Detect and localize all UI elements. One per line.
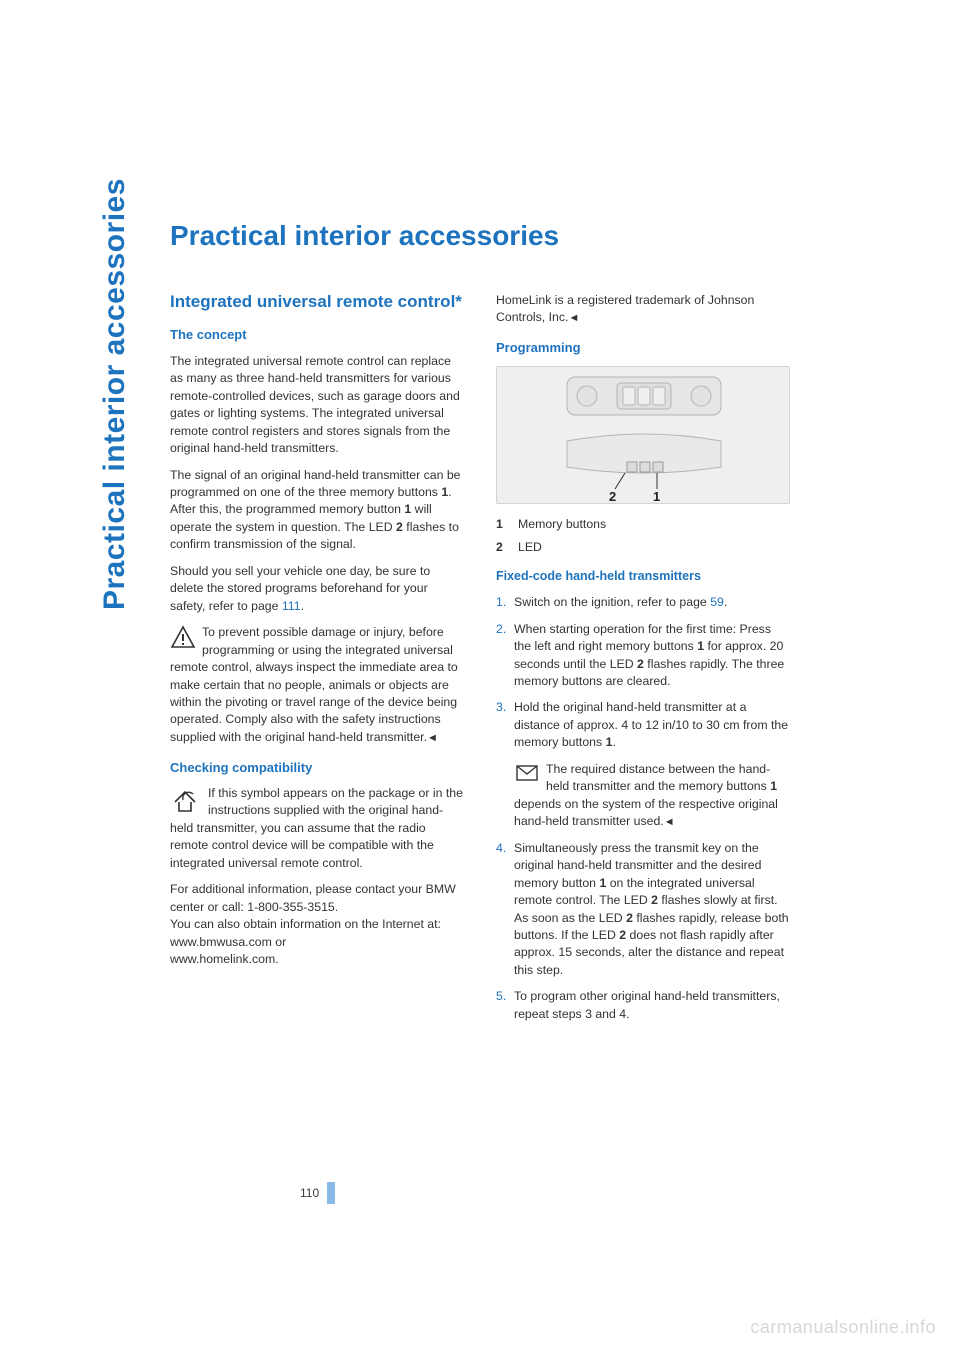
page-number: 110 — [300, 1182, 335, 1204]
legend-text-2: LED — [518, 539, 542, 556]
step-number: 1. — [496, 594, 514, 611]
legend-row-2: 2 LED — [496, 539, 790, 556]
page-number-bar — [327, 1182, 335, 1204]
step-1: 1. Switch on the ignition, refer to page… — [496, 594, 790, 611]
steps-list: 1. Switch on the ignition, refer to page… — [496, 594, 790, 752]
page-title: Practical interior accessories — [170, 220, 790, 252]
trademark-paragraph: HomeLink is a registered trademark of Jo… — [496, 292, 790, 327]
page-content: Practical interior accessories Integrate… — [170, 220, 790, 1032]
right-column: HomeLink is a registered trademark of Jo… — [496, 292, 790, 1032]
steps-list-2: 4. Simultaneously press the transmit key… — [496, 840, 790, 1024]
step-3: 3. Hold the original hand-held transmitt… — [496, 699, 790, 751]
subheading-programming: Programming — [496, 339, 790, 357]
concept-paragraph-1: The integrated universal remote control … — [170, 353, 464, 458]
subheading-concept: The concept — [170, 326, 464, 344]
two-column-layout: Integrated universal remote control* The… — [170, 292, 790, 1032]
step-number: 4. — [496, 840, 514, 980]
diagram-label-2: 2 — [609, 489, 616, 504]
side-section-title: Practical interior accessories — [98, 178, 132, 610]
step-text: When starting operation for the first ti… — [514, 621, 790, 691]
warning-paragraph: To prevent possible damage or injury, be… — [170, 624, 464, 746]
legend-num-2: 2 — [496, 539, 518, 556]
note-text: The required distance between the hand-h… — [514, 762, 778, 828]
additional-info-paragraph: For additional information, please conta… — [170, 881, 464, 968]
subheading-compatibility: Checking compatibility — [170, 759, 464, 777]
section-heading-remote: Integrated universal remote control* — [170, 292, 464, 312]
step-text: Simultaneously press the transmit key on… — [514, 840, 790, 980]
concept-paragraph-3: Should you sell your vehicle one day, be… — [170, 563, 464, 615]
legend-num-1: 1 — [496, 516, 518, 533]
watermark: carmanualsonline.info — [750, 1317, 936, 1338]
note-icon — [514, 762, 540, 786]
legend-text-1: Memory buttons — [518, 516, 606, 533]
legend-row-1: 1 Memory buttons — [496, 516, 790, 533]
step-number: 3. — [496, 699, 514, 751]
step-text: Hold the original hand-held transmitter … — [514, 699, 790, 751]
step-text: Switch on the ignition, refer to page 59… — [514, 594, 790, 611]
step-5: 5. To program other original hand-held t… — [496, 988, 790, 1023]
programming-diagram: 2 1 — [496, 366, 790, 504]
concept-paragraph-2: The signal of an original hand-held tran… — [170, 467, 464, 554]
note-block: The required distance between the hand-h… — [496, 761, 790, 831]
step-number: 5. — [496, 988, 514, 1023]
diagram-label-1: 1 — [653, 489, 660, 504]
subheading-fixed-code: Fixed-code hand-held transmitters — [496, 568, 790, 586]
warning-icon — [170, 625, 196, 649]
step-number: 2. — [496, 621, 514, 691]
left-column: Integrated universal remote control* The… — [170, 292, 464, 1032]
step-2: 2. When starting operation for the first… — [496, 621, 790, 691]
compatibility-paragraph: If this symbol appears on the package or… — [170, 785, 464, 872]
homelink-icon — [170, 786, 200, 816]
step-4: 4. Simultaneously press the transmit key… — [496, 840, 790, 980]
step-text: To program other original hand-held tran… — [514, 988, 790, 1023]
